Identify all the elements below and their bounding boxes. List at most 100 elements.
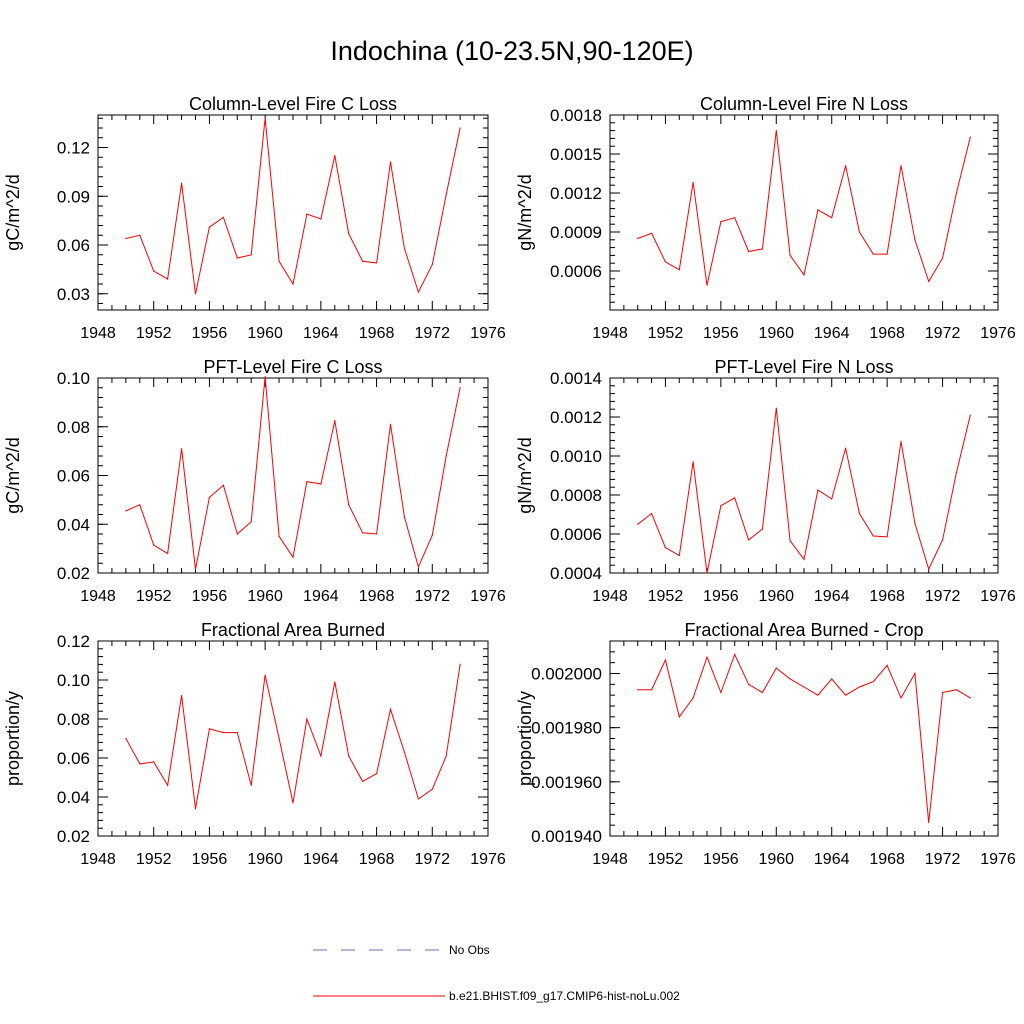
data-point [375,773,378,775]
data-point [650,689,653,691]
data-point [692,182,694,184]
data-point [789,254,791,256]
data-point [678,716,680,718]
data-point [208,226,211,228]
y-axis-label: gN/m^2/d [515,437,535,513]
data-point [775,667,777,669]
data-point [320,755,322,757]
data-point [775,407,777,409]
data-point [320,483,322,485]
data-point [431,534,433,536]
data-point [180,695,183,697]
data-point [306,480,308,483]
data-point [250,254,252,256]
y-tick-label: 0.0015 [550,145,602,164]
panel-title: Column-Level Fire C Loss [189,94,397,114]
y-tick-label: 0.001980 [531,719,602,738]
series-line [637,653,971,823]
data-point [153,544,155,546]
x-tick-label: 1960 [247,325,283,342]
data-point [650,512,653,515]
data-point [969,414,971,416]
x-tick-label: 1952 [136,325,172,342]
data-point [306,718,308,720]
data-point [637,523,639,525]
y-axis-label: proportion/y [3,691,23,786]
x-tick-label: 1968 [359,325,395,342]
y-tick-label: 0.03 [57,285,90,304]
data-point [941,539,944,541]
data-point [941,257,944,259]
x-tick-label: 1956 [703,588,739,605]
x-tick-label: 1948 [80,851,116,868]
x-tick-label: 1956 [703,851,739,868]
data-point [208,496,211,499]
data-point [900,440,902,442]
y-tick-label: 0.06 [57,749,90,768]
data-point [139,234,141,236]
chart-panel-4: PFT-Level Fire N Loss gN/m^2/d 1948 1952 195… [515,357,1016,605]
data-point [362,532,364,534]
data-point [720,691,722,694]
data-point [914,522,916,524]
panel-title: PFT-Level Fire N Loss [714,357,893,377]
data-point [431,788,433,790]
data-point [872,535,874,537]
y-tick-label: 0.04 [57,515,90,534]
data-point [664,659,667,661]
y-tick-label: 0.0009 [550,223,602,242]
data-point [734,653,736,656]
data-point [761,528,764,530]
data-point [844,447,847,449]
data-point [637,237,639,240]
x-tick-label: 1964 [814,588,850,605]
series-line [125,118,461,294]
chart-panel-5: Fractional Area Burned proportion/y 1948 19… [3,620,506,868]
x-tick-label: 1968 [869,588,905,605]
x-tick-label: 1972 [414,588,450,605]
data-point [692,461,694,463]
y-tick-label: 0.02 [57,827,90,846]
data-point [431,263,433,266]
data-point [664,547,667,549]
data-point [264,117,266,119]
data-point [167,278,169,280]
x-tick-label: 1972 [414,325,450,342]
data-point [153,270,155,272]
x-tick-label: 1968 [869,851,905,868]
plot-frame [609,114,999,311]
x-tick-label: 1972 [925,325,961,342]
x-tick-label: 1972 [925,588,961,605]
data-point [831,217,833,219]
data-point [928,280,930,282]
data-point [459,387,461,389]
data-point [803,558,805,560]
data-point [803,686,805,688]
plot-frame [609,377,999,574]
data-point [761,691,764,694]
data-point [720,505,722,507]
data-point [125,237,127,240]
data-point [348,504,350,506]
data-point [803,274,805,276]
x-tick-label: 1956 [703,325,739,342]
data-point [236,732,238,734]
data-point [375,262,378,264]
data-point [858,686,861,688]
y-tick-label: 0.001940 [531,827,602,846]
data-point [362,780,364,783]
data-point [844,694,847,696]
data-point [292,556,294,558]
x-tick-label: 1960 [247,851,283,868]
series-line [637,408,971,574]
data-point [445,194,447,196]
y-tick-label: 0.0008 [550,486,602,505]
plot-frame [97,114,489,311]
data-point [264,376,266,378]
data-point [900,165,902,167]
data-point [900,697,902,699]
y-axis-label: gC/m^2/d [3,437,23,513]
x-tick-label: 1952 [136,851,172,868]
data-point [348,755,350,757]
x-tick-label: 1956 [192,588,228,605]
